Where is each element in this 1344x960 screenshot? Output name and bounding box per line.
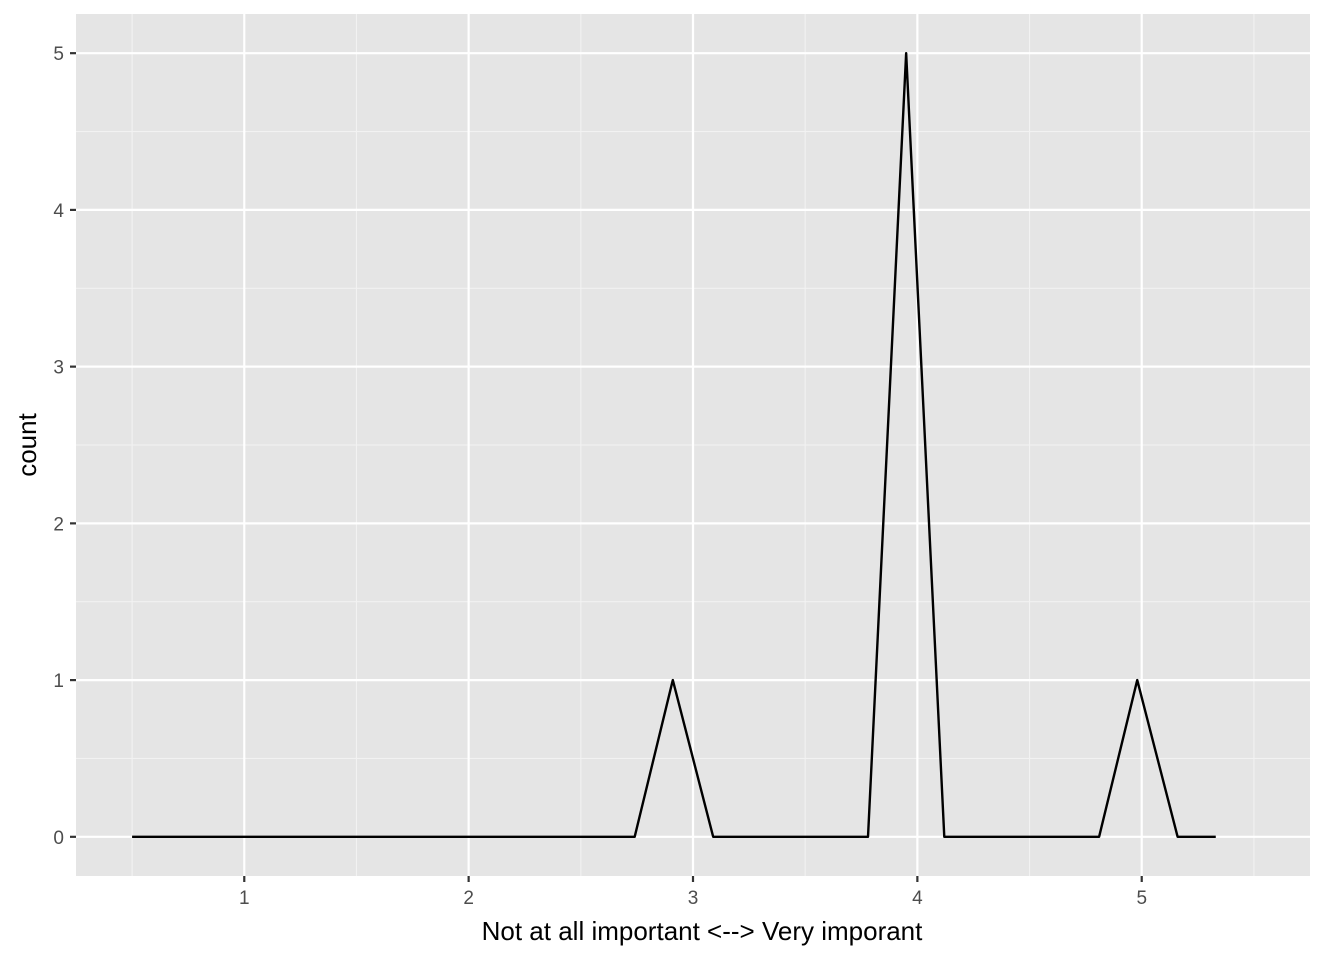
- frequency-polygon-line: [132, 51, 1216, 839]
- x-axis-title: Not at all important <--> Very imporant: [482, 916, 924, 946]
- y-tick-label: 5: [53, 44, 64, 65]
- y-axis-title: count: [12, 412, 42, 476]
- y-tick-label: 4: [53, 201, 64, 222]
- x-axis: 1 2 3 4 5: [239, 876, 1147, 909]
- x-tick-label: 3: [688, 888, 699, 909]
- y-tick-label: 1: [53, 671, 64, 692]
- major-gridlines: [76, 14, 1310, 876]
- x-tick-label: 5: [1136, 888, 1147, 909]
- x-tick-label: 4: [912, 888, 923, 909]
- y-tick-label: 0: [53, 828, 64, 849]
- x-tick-label: 1: [239, 888, 250, 909]
- y-tick-label: 2: [53, 514, 64, 535]
- y-axis: 0 1 2 3 4 5: [53, 44, 76, 849]
- data-layer: [132, 51, 1216, 839]
- x-tick-label: 2: [463, 888, 474, 909]
- y-tick-label: 3: [53, 358, 64, 379]
